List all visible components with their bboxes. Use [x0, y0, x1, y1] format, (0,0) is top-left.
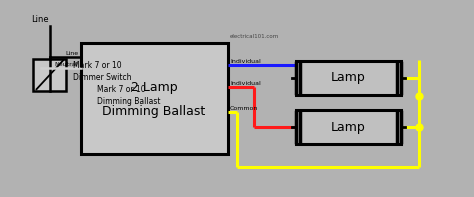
- Text: Individual: Individual: [230, 59, 261, 64]
- Text: Individual: Individual: [230, 81, 261, 86]
- Bar: [296, 61, 401, 95]
- Bar: [33, 59, 66, 91]
- Text: electrical101.com: electrical101.com: [230, 34, 279, 39]
- Text: Lamp: Lamp: [331, 71, 366, 84]
- Text: Lamp: Lamp: [331, 121, 366, 134]
- Text: Dimming Ballast: Dimming Ballast: [102, 105, 206, 118]
- Text: Mark 7 or 10: Mark 7 or 10: [73, 61, 122, 70]
- Text: Common: Common: [230, 106, 258, 111]
- Text: Line: Line: [65, 51, 78, 56]
- Text: Mark 7 or 10: Mark 7 or 10: [97, 85, 146, 94]
- Text: 2 Lamp: 2 Lamp: [131, 81, 177, 94]
- Bar: [296, 110, 401, 144]
- Text: Dimming Ballast: Dimming Ballast: [97, 97, 161, 106]
- Bar: [81, 43, 228, 154]
- Text: Dimmer Switch: Dimmer Switch: [73, 73, 132, 82]
- Text: Line: Line: [31, 15, 48, 24]
- Text: Neutral: Neutral: [55, 62, 78, 67]
